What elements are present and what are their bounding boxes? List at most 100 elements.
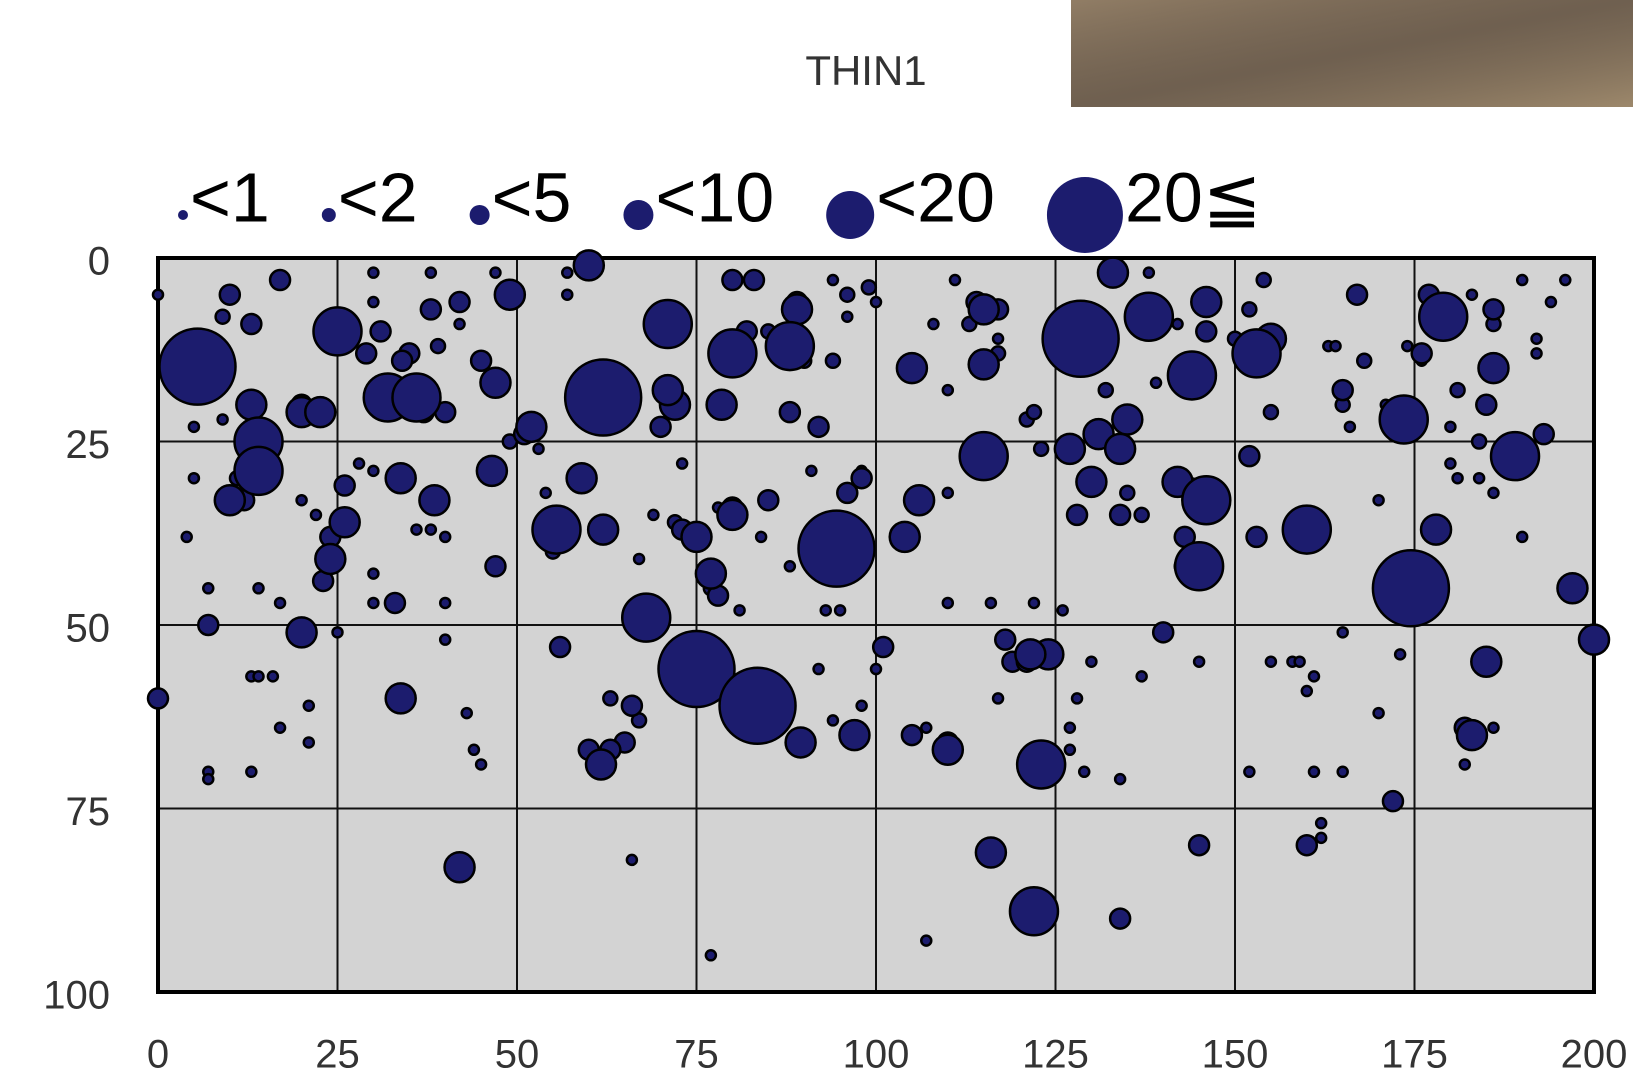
tree-marker [304,701,314,711]
tree-marker [1015,639,1045,669]
tree-marker [1058,605,1068,615]
tree-marker [203,774,213,784]
tree-marker [835,605,845,615]
tree-marker [368,268,378,278]
tree-marker [976,838,1006,868]
tree-marker [1072,693,1082,703]
tree-marker [735,605,745,615]
tree-marker [1534,424,1554,444]
tree-marker [516,412,546,442]
tree-marker [182,532,192,542]
chart-title: THIN1 [805,47,926,94]
tree-marker [368,466,378,476]
tree-marker [236,390,266,420]
tree-marker [943,385,953,395]
tree-marker [471,351,491,371]
tree-marker [1067,505,1087,525]
tree-marker [1086,657,1096,667]
tree-marker [1421,515,1451,545]
tree-marker [386,463,416,493]
tree-marker [314,307,362,355]
x-tick-label: 125 [1022,1033,1089,1077]
tree-marker [1453,473,1463,483]
tree-marker [159,329,235,405]
tree-marker [744,270,764,290]
tree-marker [356,343,376,363]
y-tick-label: 50 [66,607,111,651]
tree-marker [1151,378,1161,388]
tree-marker [1120,486,1134,500]
tree-marker [1168,351,1216,399]
tree-marker [1402,341,1412,351]
tree-marker [218,414,228,424]
tree-marker [622,696,642,716]
tree-marker [1316,833,1326,843]
tree-marker [198,615,218,635]
tree-marker [385,593,405,613]
tree-marker [1034,442,1048,456]
tree-marker [330,507,360,537]
y-tick-label: 100 [43,974,110,1018]
tree-marker [1137,671,1147,681]
tree-marker [305,397,335,427]
tree-marker [1472,435,1486,449]
tree-marker [873,637,893,657]
tree-marker [1338,627,1348,637]
tree-marker [1233,329,1281,377]
tree-marker [969,349,999,379]
tree-marker [1065,723,1075,733]
tree-marker [933,735,963,765]
tree-marker [480,368,510,398]
tree-marker [1110,909,1130,929]
tree-marker [627,855,637,865]
tree-marker [1302,686,1312,696]
tree-marker [1144,268,1154,278]
tree-marker [1488,723,1498,733]
tree-marker [1395,649,1405,659]
tree-marker [1247,527,1267,547]
tree-marker [567,463,597,493]
x-tick-label: 175 [1381,1033,1448,1077]
tree-marker [921,936,931,946]
tree-marker [1266,657,1276,667]
tree-marker [485,556,505,576]
tree-marker [220,285,240,305]
tree-marker [1374,495,1384,505]
tree-marker [440,598,450,608]
tree-marker [476,759,486,769]
tree-marker [943,488,953,498]
tree-marker [235,447,283,495]
tree-marker [1445,459,1455,469]
tree-marker [550,637,570,657]
tree-marker [603,691,617,705]
x-tick-label: 0 [147,1033,169,1077]
tree-marker [455,319,465,329]
tree-marker [1055,434,1085,464]
tree-marker [1467,290,1477,300]
tree-marker [766,322,814,370]
tree-marker [216,310,230,324]
tree-marker [1373,550,1449,626]
tree-marker [1264,405,1278,419]
tree-marker [1532,334,1542,344]
tree-marker [799,511,875,587]
tree-marker [1115,774,1125,784]
tree-marker [1460,759,1470,769]
tree-marker [1065,745,1075,755]
tree-marker [411,525,421,535]
tree-marker [902,725,922,745]
tree-marker [1488,488,1498,498]
tree-marker [1112,404,1142,434]
tree-marker [241,314,261,334]
tree-marker [541,488,551,498]
legend-marker [322,208,336,222]
tree-marker [1043,301,1119,377]
tree-marker [1110,505,1130,525]
tree-marker [562,268,572,278]
tree-marker [1451,383,1465,397]
tree-marker [993,334,1003,344]
tree-marker [969,294,999,324]
tree-marker [644,300,692,348]
tree-marker [368,598,378,608]
tree-marker [786,727,816,757]
